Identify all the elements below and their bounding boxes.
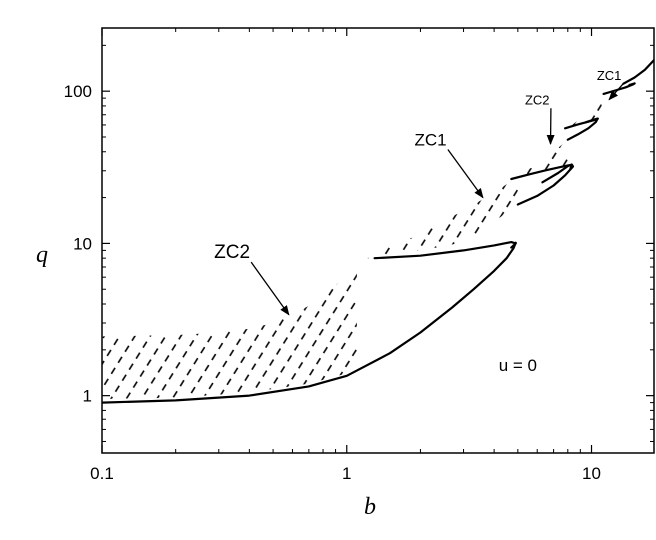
boundary-curve-6 [564,117,599,130]
axis-ticks: 0.1 1 10 1 10 100 [64,28,654,483]
hatched-region-3 [517,139,568,179]
annotation-label: u = 0 [499,356,537,375]
annotation-label: ZC1 [597,68,622,83]
boundary-curve-8 [622,59,654,85]
y-tick-label: 1 [83,387,92,406]
boundary-curve-3 [516,163,575,206]
boundary-curve-4 [510,163,573,181]
annotation-arrow [608,83,624,101]
annotation-arrow [447,149,484,199]
x-tick-label: 0.1 [90,464,114,483]
plot-frame [101,27,655,454]
boundary-curves [102,59,654,404]
x-tick-label: 1 [342,464,351,483]
annotations: ZC1 ZC2 ZC1 ZC2 u = 0 [214,68,624,375]
annotation-label: ZC2 [214,242,250,263]
y-tick-label: 10 [73,234,92,253]
x-tick-label: 10 [582,464,601,483]
boundary-curve-2 [373,241,517,260]
x-axis-label: b [364,494,376,520]
annotation-label: ZC1 [415,130,447,149]
y-tick-label: 100 [64,82,92,101]
annotation-label: ZC2 [525,92,550,107]
hatched-regions [102,96,602,399]
annotation-arrow [250,261,290,316]
boundary-curve-1 [102,241,517,404]
y-axis-label: q [36,242,48,268]
hatched-region-2 [356,179,518,266]
hatched-region-1 [102,265,357,399]
